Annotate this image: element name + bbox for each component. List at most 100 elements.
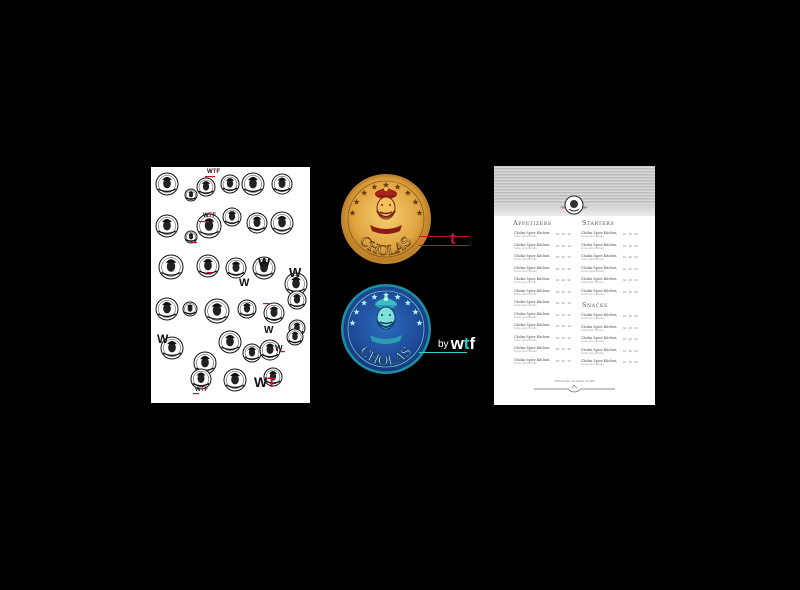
star-icon [353,308,360,315]
sketch-badge-icon [155,172,179,196]
sketch-wtf-big-3: W [239,277,250,289]
menu-item-price: $0 · $0 · $0 [556,256,571,259]
menu-item-name: Cholas Spice Kitchen [581,231,617,235]
menu-item: Cholas Spice Kitchen Some spice Brinks [581,348,617,356]
sketch-badge-icon [242,343,262,363]
menu-item-name: Cholas Spice Kitchen [514,300,550,304]
menu-item-desc: Some spice Brinks [581,269,604,273]
sketch-badge-icon [222,207,242,227]
sketch-badge-icon [184,230,198,244]
menu-item-price: $0 · $0 · $0 [556,290,571,294]
menu-item-price: $0 · $0 · $0 [556,279,571,282]
menu-item: Cholas Spice Kitchen Some spice Brinks [514,266,550,274]
menu-item-price: $0 · $0 · $0 [623,315,638,318]
sketch-badge-icon [182,301,198,317]
menu-item: Cholas Spice Kitchen Some spice Brinks [581,325,617,333]
star-icon [353,198,360,205]
sketch-badge-icon [196,213,222,239]
menu-item: Cholas Spice Kitchen Some spice Brinks [581,289,617,297]
menu-item-name: Cholas Spice Kitchen [514,231,550,235]
menu-item-price: $0 · $0 · $0 [623,349,638,353]
sketch-badge-icon [184,188,198,202]
menu-item: Cholas Spice Kitchen Some spice Brinks [514,300,550,308]
menu-item-desc: Some spice Brinks [581,351,604,355]
menu-item-desc: Some spice Brinks [514,315,537,319]
menu-item: Cholas Spice Kitchen Some spice Brinks [581,231,617,239]
menu-item: Cholas Spice Kitchen Some spice Brinks [514,335,550,343]
sketch-red-underline [207,272,212,274]
sketch-badge-icon [241,172,265,196]
menu-item-desc: Some spice Brinks [581,363,604,367]
sketch-wtf-big-2: W [289,265,302,280]
menu-item-desc: Some spice Brinks [581,340,604,344]
gold-logo-rule-1 [419,236,469,237]
menu-item-desc: Some spice Brinks [581,281,604,285]
menu-item: Cholas Spice Kitchen Some spice Brinks [581,313,617,321]
cholas-gold-logo: CHOLAS [341,174,431,264]
menu-item-desc: Some spice Brinks [514,350,537,354]
menu-item: Cholas Spice Kitchen Some spice Brinks [514,323,550,331]
menu-item-price: $0 · $0 · $0 [556,302,571,305]
menu-item-desc: Some spice Brinks [514,246,537,250]
logo-sketch-sheet: WTF WTF W W W W W WT WTF W [151,167,310,403]
menu-item-price: $0 · $0 · $0 [556,233,571,236]
menu-item-name: Cholas Spice Kitchen [514,357,550,362]
menu-item-price: $0 · $0 · $0 [623,290,638,294]
menu-item-name: Cholas Spice Kitchen [581,359,617,363]
menu-item-desc: Some spice Brinks [581,235,604,239]
sketch-wtf-label-mid: WTF [203,213,217,219]
menu-item: Cholas Spice Kitchen Some spice Brinks [581,254,617,262]
star-icon [404,299,411,306]
sketch-badge-icon [160,336,184,360]
menu-item-price: $0 · $0 · $0 [623,338,638,341]
menu-item-price: $0 · $0 · $0 [623,267,638,271]
menu-item-desc: Some spice Brinks [581,246,604,250]
blue-bywtf-mark: by wtf [438,334,476,353]
menu-item-price: $0 · $0 · $0 [623,361,638,364]
menu-item: Cholas Spice Kitchen Some spice Brinks [581,277,617,285]
sketch-badge-icon [259,339,281,361]
menu-item-name: Cholas Spice Kitchen [514,311,550,316]
menu-item: Cholas Spice Kitchen Some spice Brinks [514,357,550,366]
menu-item: Cholas Spice Kitchen Some spice Brinks [581,336,617,344]
menu-item-price: $0 · $0 · $0 [623,244,638,248]
menu-item-name: Cholas Spice Kitchen [581,265,617,270]
menu-item-desc: Some spice Brinks [514,292,537,296]
star-icon [361,299,368,306]
menu-item-price: $0 · $0 · $0 [556,359,571,363]
sketch-badge-icon [287,290,307,310]
star-icon [361,189,368,196]
gold-wtf-mark: t [450,229,456,248]
menu-heading-starters: Starters [582,219,615,227]
menu-item-price: $0 · $0 · $0 [556,313,571,317]
menu-item-name: Cholas Spice Kitchen [514,277,550,281]
menu-item-name: Cholas Spice Kitchen [581,254,617,258]
sketch-badge-icon [263,367,283,387]
sketch-badge-icon [204,298,230,324]
menu-card: Appetizers Starters Snacks Cholas Spice … [494,166,655,405]
sketch-badge-icon [220,174,240,194]
sketch-wtf-big-6: WT [254,374,276,390]
menu-item-desc: Some spice Brinks [581,328,604,332]
sketch-badge-icon [218,330,242,354]
menu-item-name: Cholas Spice Kitchen [581,277,617,281]
star-icon [349,319,356,326]
sketch-badge-icon [155,214,179,238]
sketch-red-underline [263,303,269,305]
menu-item-name: Cholas Spice Kitchen [581,242,617,247]
sketch-wtf-label-top: WTF [207,169,221,175]
menu-item-desc: Some spice Brinks [514,361,537,365]
star-icon [371,293,378,300]
sketch-red-underline [205,176,215,178]
menu-item-name: Cholas Spice Kitchen [514,323,550,327]
menu-heading-appetizers: Appetizers [513,219,552,227]
menu-item-name: Cholas Spice Kitchen [581,313,617,317]
sketch-badge-icon [223,368,247,392]
sketch-badge-icon [193,351,217,375]
sketch-wtf-big-1: W [258,255,271,270]
menu-item-price: $0 · $0 · $0 [556,267,571,271]
sketch-red-underline [191,242,197,244]
star-icon [382,291,390,298]
star-icon [394,293,401,300]
menu-item-price: $0 · $0 · $0 [556,336,571,340]
